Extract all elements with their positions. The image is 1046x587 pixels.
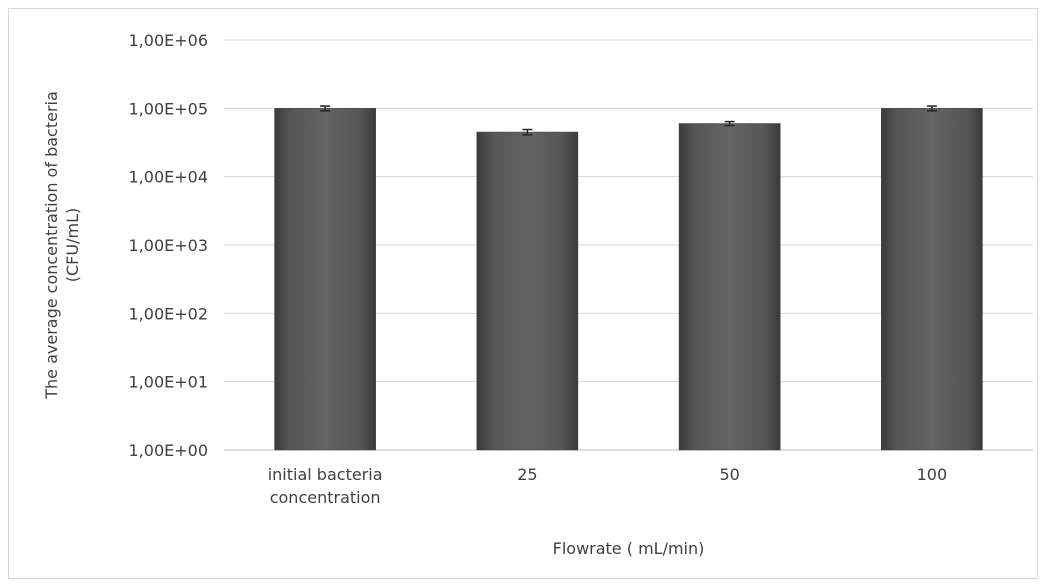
bar-chart: 1,00E+00 1,00E+01 1,00E+02 1,00E+03 1,00E+04… <box>42 31 1033 558</box>
y-axis-title: The average concentration of bacteria (CF… <box>42 91 82 400</box>
x-category-label: 50 <box>719 465 739 484</box>
y-tick-label: 1,00E+03 <box>129 236 209 255</box>
error-bars <box>320 105 937 136</box>
y-tick-label: 1,00E+02 <box>129 304 209 323</box>
y-tick-label: 1,00E+00 <box>129 441 209 460</box>
bars <box>274 108 983 451</box>
y-tick-label: 1,00E+05 <box>129 99 209 118</box>
y-tick-label: 1,00E+01 <box>129 373 209 392</box>
bar <box>881 108 983 451</box>
bar <box>678 123 781 451</box>
x-category-labels: initial bacteria concentration 25 50 100 <box>268 465 947 507</box>
bar <box>274 108 376 451</box>
error-bar <box>320 105 331 112</box>
x-category-label: 25 <box>517 465 537 484</box>
x-category-label: initial bacteria concentration <box>268 465 383 507</box>
x-axis-title: Flowrate ( mL/min) <box>553 539 705 558</box>
error-bar <box>926 105 937 112</box>
bar <box>476 131 579 451</box>
y-tick-label: 1,00E+06 <box>129 31 209 50</box>
x-category-label: 100 <box>917 465 948 484</box>
error-bar <box>724 120 735 127</box>
y-tick-label: 1,00E+04 <box>129 168 209 187</box>
chart-frame: 1,00E+00 1,00E+01 1,00E+02 1,00E+03 1,00E+04… <box>8 8 1038 579</box>
error-bar <box>522 128 533 136</box>
y-tick-labels: 1,00E+00 1,00E+01 1,00E+02 1,00E+03 1,00E+04… <box>129 31 209 460</box>
